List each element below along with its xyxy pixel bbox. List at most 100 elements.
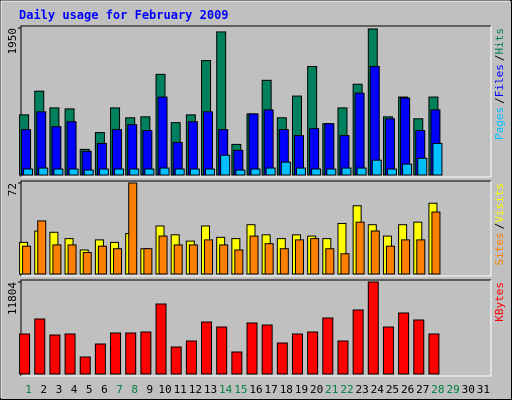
legend: Pages/Files/Hits — [493, 28, 506, 140]
bar — [280, 161, 291, 176]
bar — [371, 159, 382, 176]
x-tick-label: 29 — [446, 383, 459, 396]
bar — [369, 65, 380, 176]
x-tick-label: 16 — [249, 383, 262, 396]
x-tick-label: 13 — [204, 383, 217, 396]
bar — [82, 252, 92, 275]
legend-entry: KBytes — [493, 282, 506, 322]
legend-entry: Sites — [493, 232, 506, 265]
x-tick-label: 20 — [310, 383, 323, 396]
legend-separator: / — [493, 55, 506, 62]
bar — [159, 167, 170, 176]
bar — [324, 123, 335, 176]
bar — [291, 333, 303, 375]
bar — [385, 245, 395, 275]
bar — [64, 333, 76, 375]
bar — [36, 111, 47, 176]
bar — [37, 220, 47, 275]
bar — [19, 333, 31, 375]
bar — [294, 239, 304, 275]
bar — [23, 168, 34, 176]
bar — [235, 169, 246, 176]
x-tick-label: 27 — [416, 383, 429, 396]
bar — [128, 182, 138, 275]
bar — [68, 168, 79, 176]
x-tick-label: 17 — [265, 383, 278, 396]
bar — [400, 97, 411, 176]
bar — [402, 163, 413, 176]
bar — [127, 124, 138, 176]
x-tick-label: 2 — [40, 383, 47, 396]
x-tick-label: 31 — [477, 383, 490, 396]
plot-bevel — [21, 181, 492, 277]
bar — [114, 168, 125, 176]
bar — [188, 244, 198, 275]
bar — [431, 211, 441, 275]
legend-separator: / — [493, 97, 506, 104]
plot-bevel — [21, 26, 492, 178]
bar — [356, 167, 367, 176]
bar — [265, 167, 276, 176]
bar — [341, 167, 352, 176]
bar — [367, 281, 379, 375]
bar — [83, 169, 94, 176]
bar — [155, 303, 167, 375]
x-tick-label: 3 — [56, 383, 63, 396]
bar — [22, 245, 32, 275]
y-tick-label: 11804 — [6, 282, 19, 315]
bar — [174, 168, 185, 176]
legend-entry: Hits — [493, 28, 506, 55]
bar — [49, 334, 61, 375]
bar — [355, 221, 365, 275]
bar — [295, 167, 306, 176]
bar — [173, 244, 183, 275]
bar — [401, 239, 411, 275]
bar — [276, 342, 288, 375]
x-tick-label: 14 — [219, 383, 233, 396]
chart-title: Daily usage for February 2009 — [19, 8, 229, 22]
bar — [432, 142, 443, 176]
legend-entry: Visits — [493, 183, 506, 223]
x-tick-label: 22 — [340, 383, 353, 396]
x-tick-label: 7 — [116, 383, 123, 396]
bar — [110, 332, 122, 375]
bar — [51, 126, 62, 176]
bar — [216, 326, 228, 375]
plot-bevel — [21, 280, 492, 377]
bar — [219, 244, 229, 275]
bar — [129, 168, 140, 176]
bar — [220, 154, 231, 176]
legend: KBytes — [493, 282, 506, 322]
bar — [310, 238, 320, 275]
bar — [38, 167, 49, 176]
x-tick-label: 28 — [431, 383, 444, 396]
bar — [234, 249, 244, 275]
bar — [352, 309, 364, 375]
bar — [79, 356, 91, 375]
x-tick-label: 25 — [386, 383, 399, 396]
bar — [203, 111, 214, 176]
bar — [157, 96, 168, 176]
bar — [144, 168, 155, 176]
bar — [125, 332, 137, 375]
bar — [185, 340, 197, 375]
bar — [52, 244, 62, 275]
bar — [325, 248, 335, 275]
bar — [307, 331, 319, 375]
bar — [97, 245, 107, 275]
bar — [94, 343, 106, 375]
bar — [413, 319, 425, 375]
x-tick-label: 12 — [189, 383, 202, 396]
bar — [264, 243, 274, 275]
x-tick-label: 6 — [101, 383, 108, 396]
legend-entry: Pages — [493, 107, 506, 140]
bar — [382, 326, 394, 375]
bar — [112, 129, 123, 176]
bar — [98, 168, 109, 176]
x-tick-label: 23 — [356, 383, 369, 396]
bar — [337, 340, 349, 375]
legend-entry: Files — [493, 64, 506, 97]
bar — [140, 331, 152, 375]
bar — [322, 317, 334, 375]
